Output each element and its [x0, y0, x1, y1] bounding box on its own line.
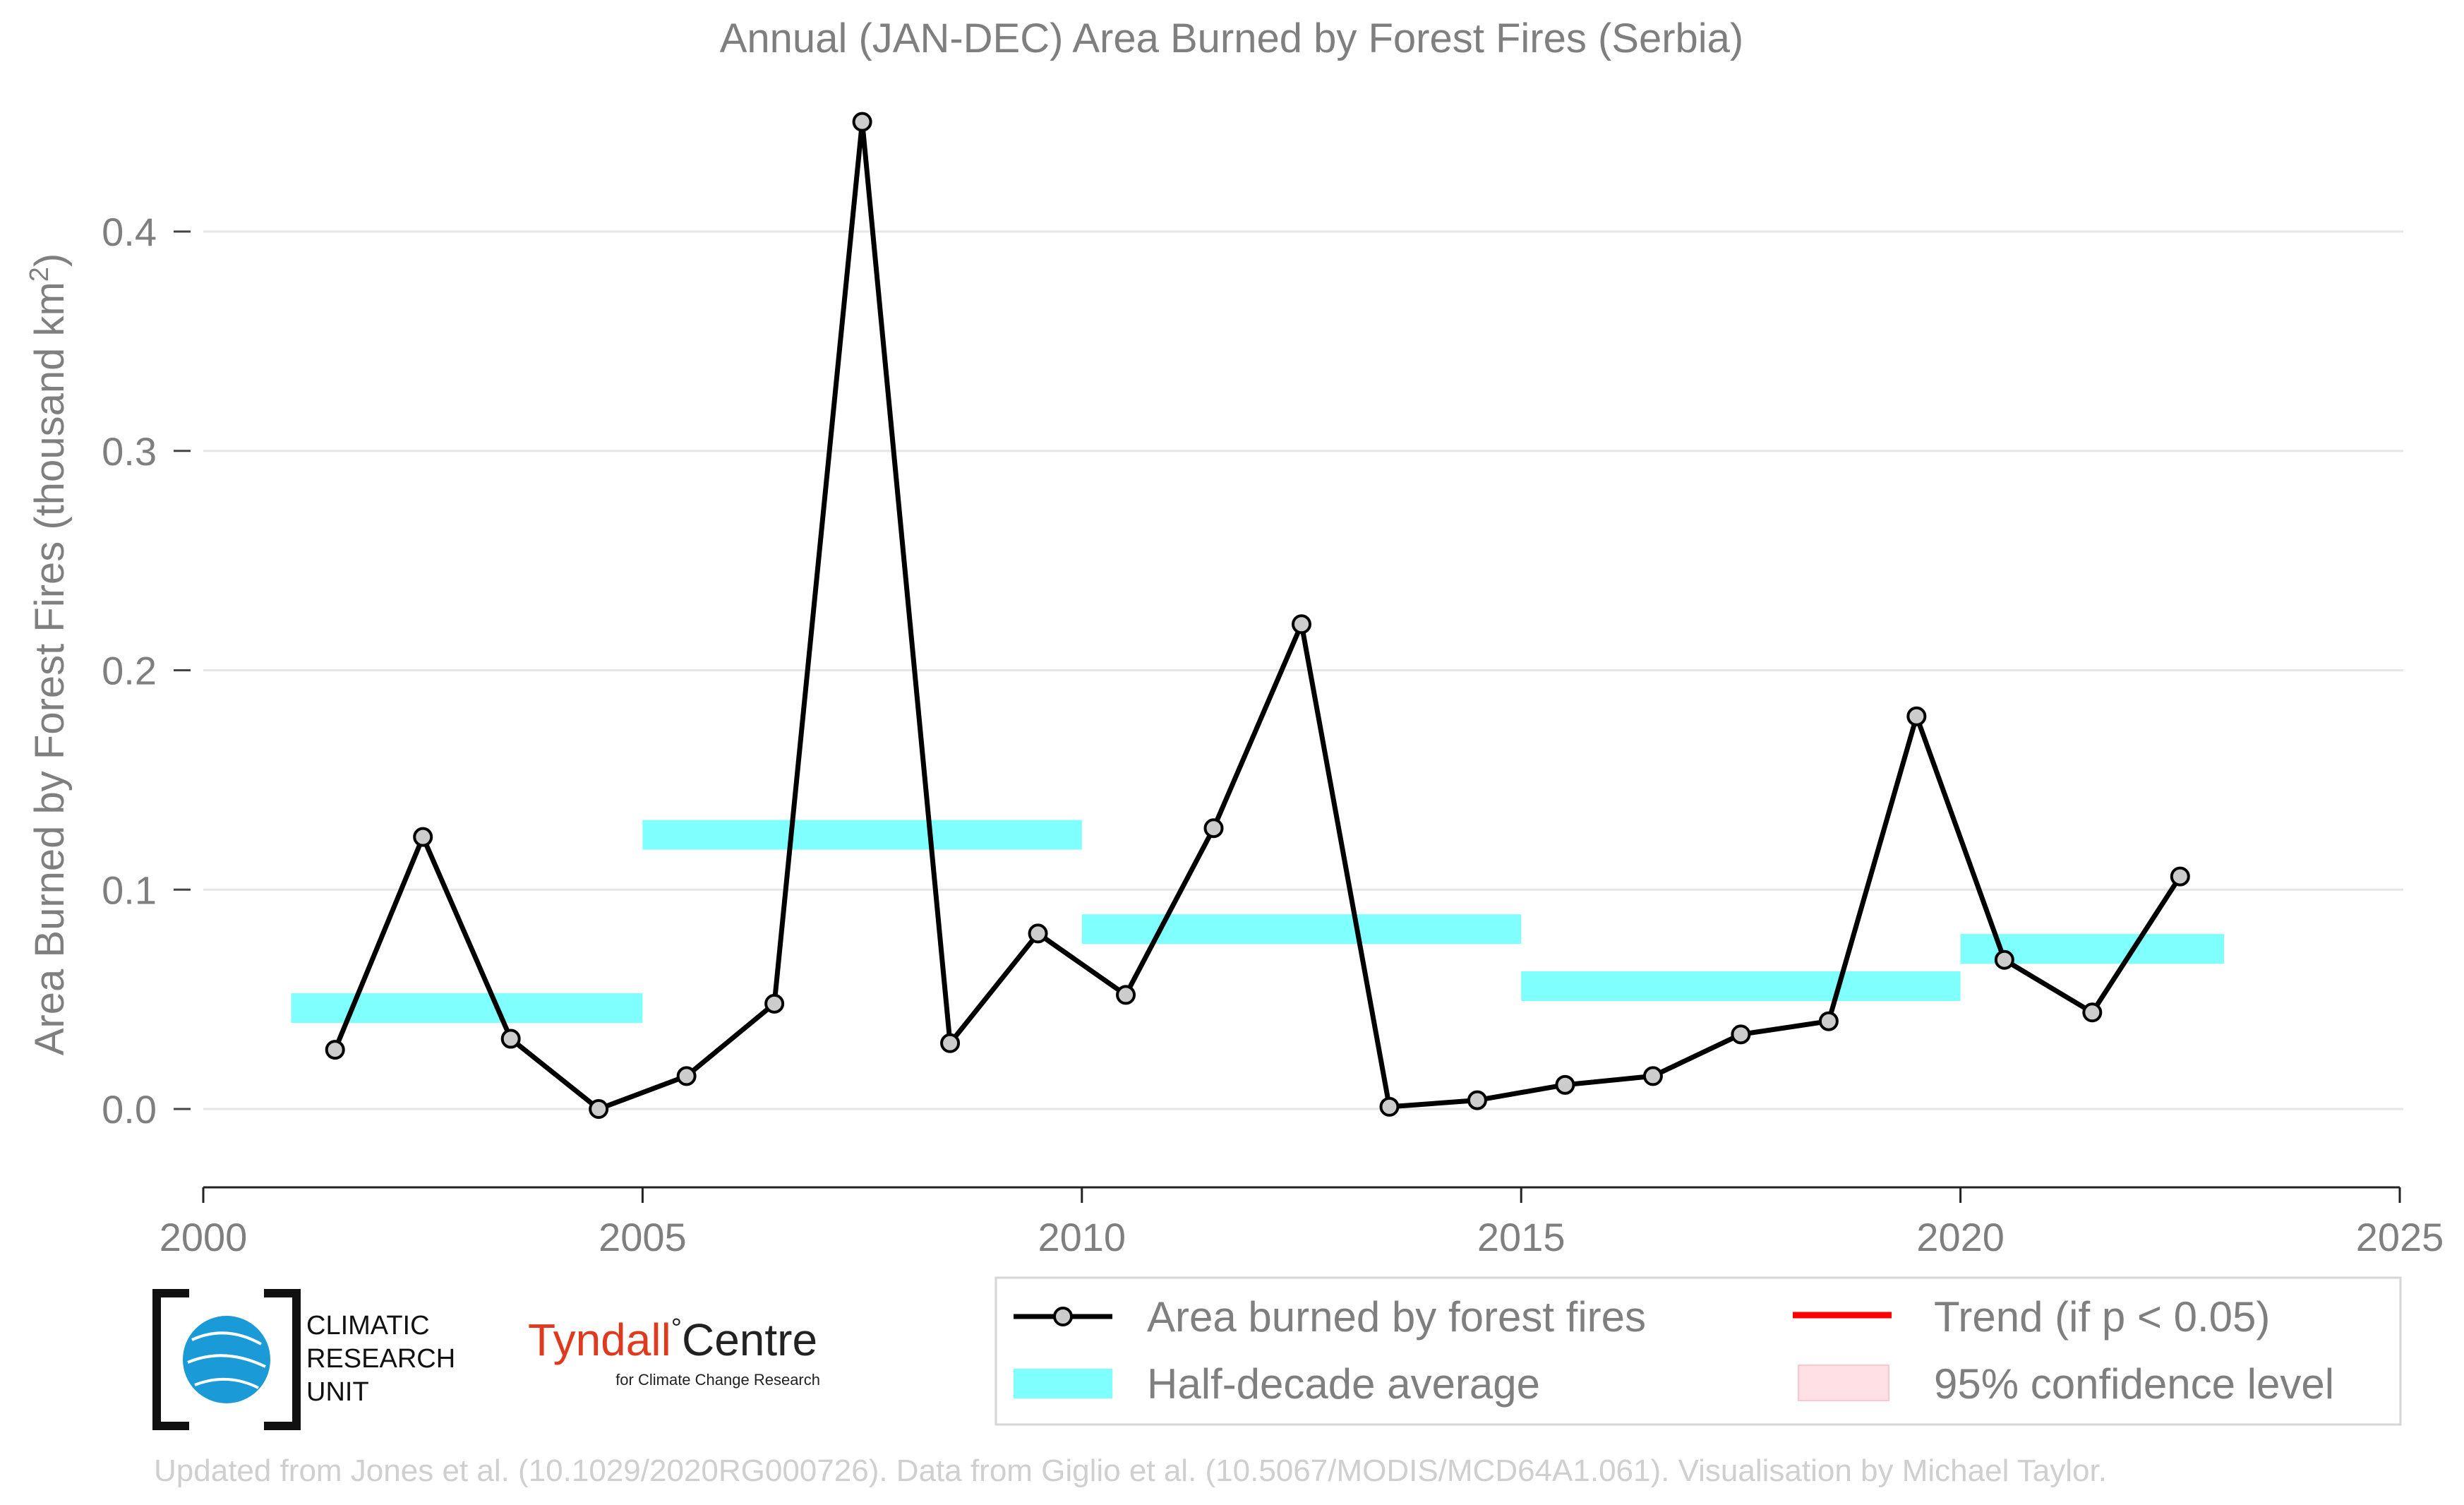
cru-logo: CLIMATIC RESEARCH UNIT — [152, 1289, 455, 1430]
area-burned-series — [325, 112, 2190, 1119]
legend-marker-swatch — [1053, 1307, 1073, 1326]
y-tick-label: 0.2 — [102, 649, 157, 693]
data-point — [1292, 614, 1311, 635]
data-point — [1642, 1066, 1663, 1086]
data-point — [413, 827, 433, 847]
tyndall-logo-main: Tyndall — [528, 1314, 671, 1365]
legend-confidence-swatch — [1798, 1365, 1889, 1401]
data-point — [500, 1029, 521, 1049]
legend-label-area-burned: Area burned by forest fires — [1147, 1293, 1646, 1341]
data-point — [2170, 866, 2190, 887]
data-point — [589, 1099, 609, 1119]
legend: Area burned by forest fires Half-decade … — [994, 1276, 2402, 1426]
y-axis-label-end: ) — [27, 253, 73, 267]
half-decade-average-bar — [1081, 914, 1522, 945]
x-tick-label: 2010 — [1038, 1215, 1126, 1259]
data-point — [1818, 1011, 1839, 1031]
data-point — [676, 1066, 697, 1086]
data-point — [1731, 1024, 1751, 1045]
cru-globe-swirl-icon — [187, 1331, 266, 1389]
x-tick-label: 2000 — [160, 1215, 248, 1259]
tyndall-logo-subtitle: for Climate Change Research — [615, 1371, 820, 1389]
cru-logo-bracket-left — [152, 1289, 189, 1430]
cru-logo-line-3: UNIT — [306, 1377, 369, 1407]
y-axis-label-sup: 2 — [25, 267, 54, 282]
y-axis-label-main: Area Burned by Forest Fires (thousand km — [27, 282, 73, 1055]
y-tick-label: 0.1 — [102, 868, 157, 912]
data-point — [325, 1040, 345, 1060]
data-point — [1994, 949, 2014, 970]
credit-text: Updated from Jones et al. (10.1029/2020R… — [154, 1453, 2107, 1488]
x-tick-label: 2025 — [2356, 1215, 2444, 1259]
y-tick-label: 0.3 — [102, 429, 157, 474]
tyndall-logo-text: Tyndall°Centre — [528, 1314, 817, 1365]
data-point — [852, 112, 872, 132]
x-axis: 2000 2005 2010 2015 2020 2025 — [160, 1186, 2444, 1259]
cru-logo-line-2: RESEARCH — [306, 1344, 455, 1374]
chart-title: Annual (JAN-DEC) Area Burned by Forest F… — [720, 16, 1744, 61]
x-tick-label: 2015 — [1477, 1215, 1565, 1259]
legend-avg-swatch — [1014, 1369, 1112, 1398]
legend-label-trend: Trend (if p < 0.05) — [1934, 1293, 2270, 1341]
tyndall-logo-centre: Centre — [682, 1314, 817, 1365]
half-decade-average-bar — [291, 993, 643, 1024]
half-decade-average-bar — [1521, 971, 1961, 1001]
x-tick-label: 2020 — [1916, 1215, 2005, 1259]
half-decade-average-bar — [642, 820, 1082, 850]
legend-label-half-decade: Half-decade average — [1147, 1360, 1540, 1408]
y-tick-label: 0.4 — [102, 210, 157, 254]
cru-logo-line-1: CLIMATIC — [306, 1311, 430, 1341]
legend-label-confidence: 95% confidence level — [1934, 1360, 2334, 1408]
y-axis-label: Area Burned by Forest Fires (thousand km… — [25, 253, 73, 1056]
y-axis: 0.0 0.1 0.2 0.3 0.4 — [102, 210, 191, 1132]
x-tick-label: 2005 — [599, 1215, 687, 1259]
data-point — [1555, 1074, 1575, 1095]
y-tick-label: 0.0 — [102, 1087, 157, 1132]
cru-logo-bracket-right — [264, 1289, 301, 1430]
data-point — [1906, 706, 1927, 726]
area-burned-line — [332, 119, 2182, 1112]
data-point — [1116, 985, 1136, 1005]
data-point — [764, 993, 785, 1014]
data-point — [2082, 1002, 2103, 1023]
data-point — [1203, 818, 1224, 839]
tyndall-logo-degree: ° — [671, 1314, 682, 1343]
half-decade-average-series — [291, 820, 2225, 1024]
tyndall-logo: Tyndall°Centre for Climate Change Resear… — [528, 1314, 820, 1389]
legend-box — [994, 1276, 2402, 1426]
data-point — [1028, 923, 1048, 944]
data-point — [1379, 1096, 1400, 1117]
data-point — [940, 1033, 961, 1053]
data-point — [1467, 1090, 1487, 1110]
gridlines — [203, 230, 2403, 1110]
